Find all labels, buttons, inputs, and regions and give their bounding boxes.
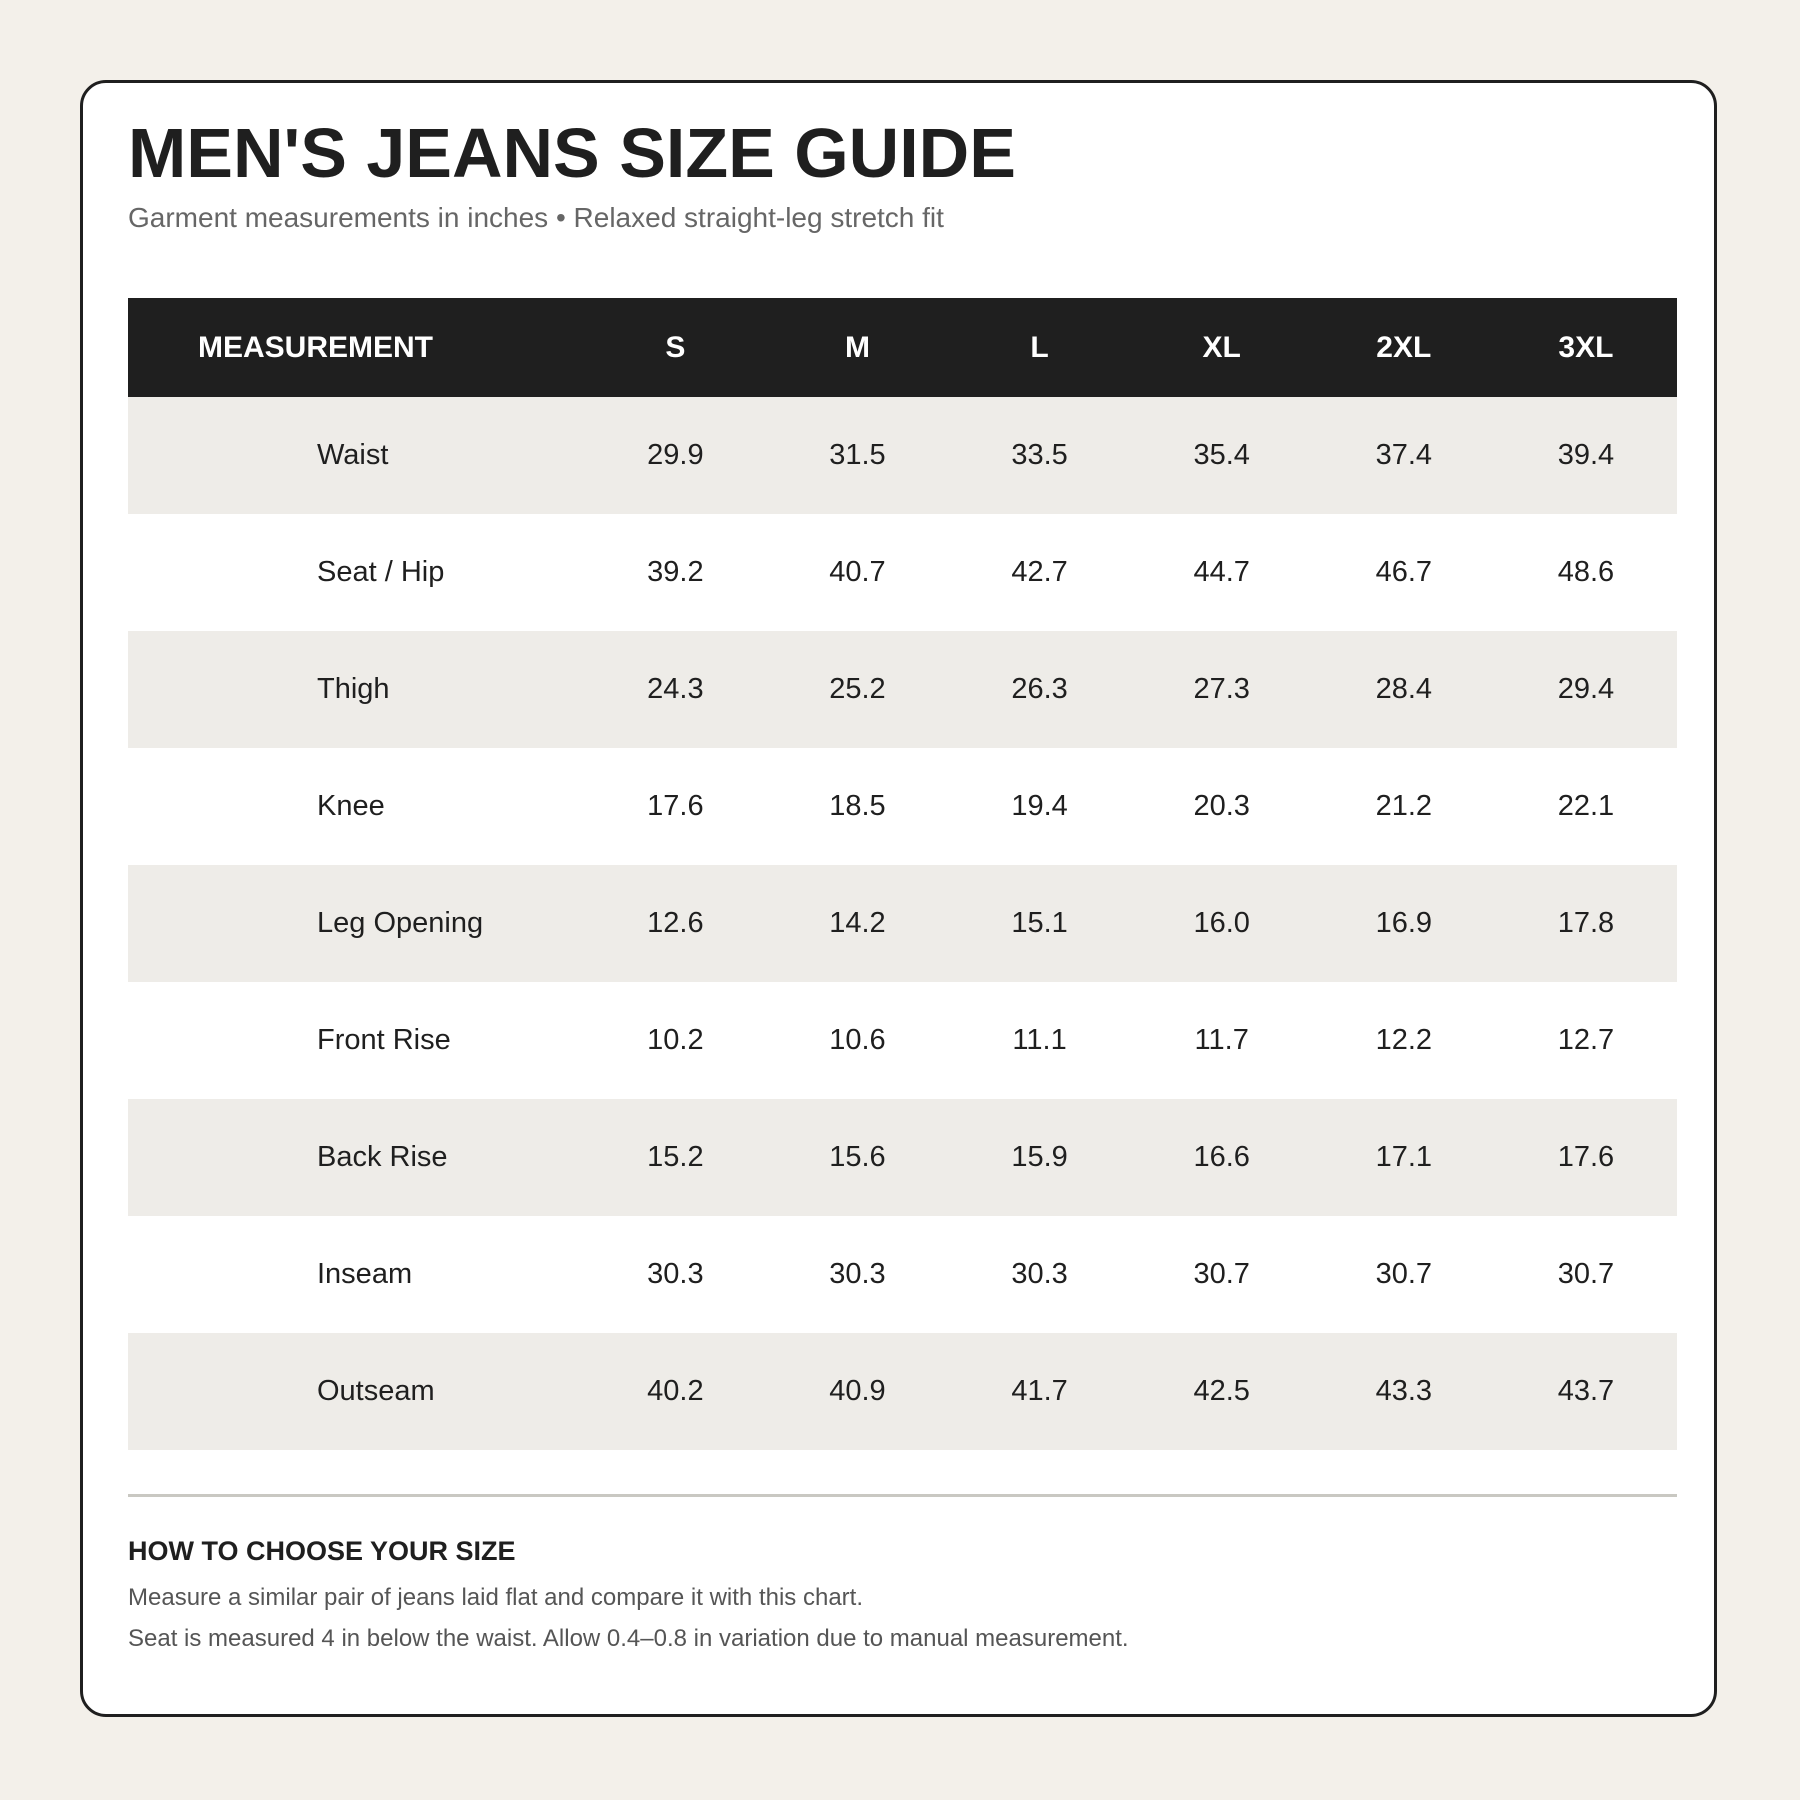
table-cell: 42.5 xyxy=(1193,1375,1250,1407)
table-cell: 37.4 xyxy=(1375,439,1433,471)
table-cell: 17.1 xyxy=(1375,1141,1433,1173)
table-cell: 15.1 xyxy=(1011,907,1068,939)
table-cell: 12.7 xyxy=(1557,1024,1615,1056)
table-row-waist: Waist 29.9 31.5 33.5 35.4 37.4 39.4 xyxy=(128,397,1677,514)
size-table: MEASUREMENT S M L XL 2XL 3XL Waist 29.9 … xyxy=(128,298,1677,1450)
table-cell: 26.3 xyxy=(1011,673,1068,705)
table-cell: 21.2 xyxy=(1375,790,1433,822)
table-cell: 18.5 xyxy=(829,790,886,822)
table-cell: 30.7 xyxy=(1193,1258,1250,1290)
header-size-l: L xyxy=(1030,330,1049,364)
row-label: Back Rise xyxy=(317,1141,448,1173)
table-cell: 29.4 xyxy=(1557,673,1615,705)
table-cell: 43.7 xyxy=(1557,1375,1615,1407)
header-size-xl: XL xyxy=(1202,330,1241,364)
table-row-seat-hip: Seat / Hip 39.2 40.7 42.7 44.7 46.7 48.6 xyxy=(128,514,1677,631)
header-size-s: S xyxy=(665,330,686,364)
table-cell: 30.7 xyxy=(1375,1258,1433,1290)
table-row-front-rise: Front Rise 10.2 10.6 11.1 11.7 12.2 12.7 xyxy=(128,982,1677,1099)
table-cell: 40.7 xyxy=(829,556,886,588)
table-cell: 30.7 xyxy=(1557,1258,1615,1290)
table-cell: 11.1 xyxy=(1012,1024,1067,1056)
table-row-outseam: Outseam 40.2 40.9 41.7 42.5 43.3 43.7 xyxy=(128,1333,1677,1450)
row-label: Knee xyxy=(317,790,385,822)
table-cell: 25.2 xyxy=(829,673,886,705)
table-row-knee: Knee 17.6 18.5 19.4 20.3 21.2 22.1 xyxy=(128,748,1677,865)
row-label: Leg Opening xyxy=(317,907,484,939)
table-cell: 14.2 xyxy=(829,907,886,939)
row-label: Seat / Hip xyxy=(317,556,445,588)
table-cell: 22.1 xyxy=(1557,790,1615,822)
table-cell: 24.3 xyxy=(647,673,704,705)
table-cell: 27.3 xyxy=(1193,673,1250,705)
table-cell: 44.7 xyxy=(1193,556,1250,588)
table-cell: 31.5 xyxy=(829,439,886,471)
table-cell: 39.4 xyxy=(1557,439,1615,471)
table-cell: 17.6 xyxy=(647,790,704,822)
table-cell: 11.7 xyxy=(1194,1024,1249,1056)
table-cell: 48.6 xyxy=(1557,556,1615,588)
table-row-leg-opening: Leg Opening 12.6 14.2 15.1 16.0 16.9 17.… xyxy=(128,865,1677,982)
table-cell: 19.4 xyxy=(1011,790,1068,822)
table-cell: 12.6 xyxy=(647,907,704,939)
table-cell: 15.6 xyxy=(829,1141,886,1173)
table-cell: 16.9 xyxy=(1375,907,1433,939)
table-cell: 41.7 xyxy=(1011,1375,1068,1407)
table-cell: 17.6 xyxy=(1557,1141,1615,1173)
table-row-inseam: Inseam 30.3 30.3 30.3 30.7 30.7 30.7 xyxy=(128,1216,1677,1333)
header-size-3xl: 3XL xyxy=(1558,330,1614,364)
table-cell: 16.6 xyxy=(1193,1141,1250,1173)
table-cell: 20.3 xyxy=(1193,790,1250,822)
table-cell: 15.9 xyxy=(1011,1141,1068,1173)
table-row-thigh: Thigh 24.3 25.2 26.3 27.3 28.4 29.4 xyxy=(128,631,1677,748)
row-label: Thigh xyxy=(317,673,390,705)
row-label: Waist xyxy=(317,439,389,471)
table-row-back-rise: Back Rise 15.2 15.6 15.9 16.6 17.1 17.6 xyxy=(128,1099,1677,1216)
table-cell: 16.0 xyxy=(1193,907,1250,939)
table-cell: 30.3 xyxy=(1011,1258,1068,1290)
size-guide-card: MEN'S JEANS SIZE GUIDE Garment measureme… xyxy=(80,80,1717,1717)
table-cell: 35.4 xyxy=(1193,439,1250,471)
table-cell: 40.9 xyxy=(829,1375,886,1407)
guide-line-2: Seat is measured 4 in below the waist. A… xyxy=(128,1625,1129,1652)
table-cell: 12.2 xyxy=(1375,1024,1433,1056)
table-cell: 29.9 xyxy=(647,439,704,471)
page-title: MEN'S JEANS SIZE GUIDE xyxy=(128,114,1016,192)
header-measurement: MEASUREMENT xyxy=(198,330,434,364)
table-cell: 33.5 xyxy=(1011,439,1068,471)
table-cell: 39.2 xyxy=(647,556,704,588)
section-divider xyxy=(128,1494,1677,1497)
table-cell: 10.2 xyxy=(647,1024,704,1056)
table-cell: 15.2 xyxy=(647,1141,704,1173)
guide-line-1: Measure a similar pair of jeans laid fla… xyxy=(128,1584,863,1611)
table-cell: 46.7 xyxy=(1375,556,1433,588)
table-cell: 40.2 xyxy=(647,1375,704,1407)
table-cell: 30.3 xyxy=(829,1258,886,1290)
table-cell: 17.8 xyxy=(1557,907,1615,939)
row-label: Outseam xyxy=(317,1375,435,1407)
table-cell: 43.3 xyxy=(1375,1375,1433,1407)
guide-heading: HOW TO CHOOSE YOUR SIZE xyxy=(128,1536,516,1566)
table-cell: 42.7 xyxy=(1011,556,1068,588)
row-label: Front Rise xyxy=(317,1024,451,1056)
table-cell: 30.3 xyxy=(647,1258,704,1290)
row-label: Inseam xyxy=(317,1258,413,1290)
header-size-m: M xyxy=(844,330,870,364)
table-cell: 28.4 xyxy=(1375,673,1433,705)
table-cell: 10.6 xyxy=(829,1024,886,1056)
header-size-2xl: 2XL xyxy=(1376,330,1432,364)
table-header-row: MEASUREMENT S M L XL 2XL 3XL xyxy=(128,298,1677,397)
page-subtitle: Garment measurements in inches • Relaxed… xyxy=(128,202,944,233)
